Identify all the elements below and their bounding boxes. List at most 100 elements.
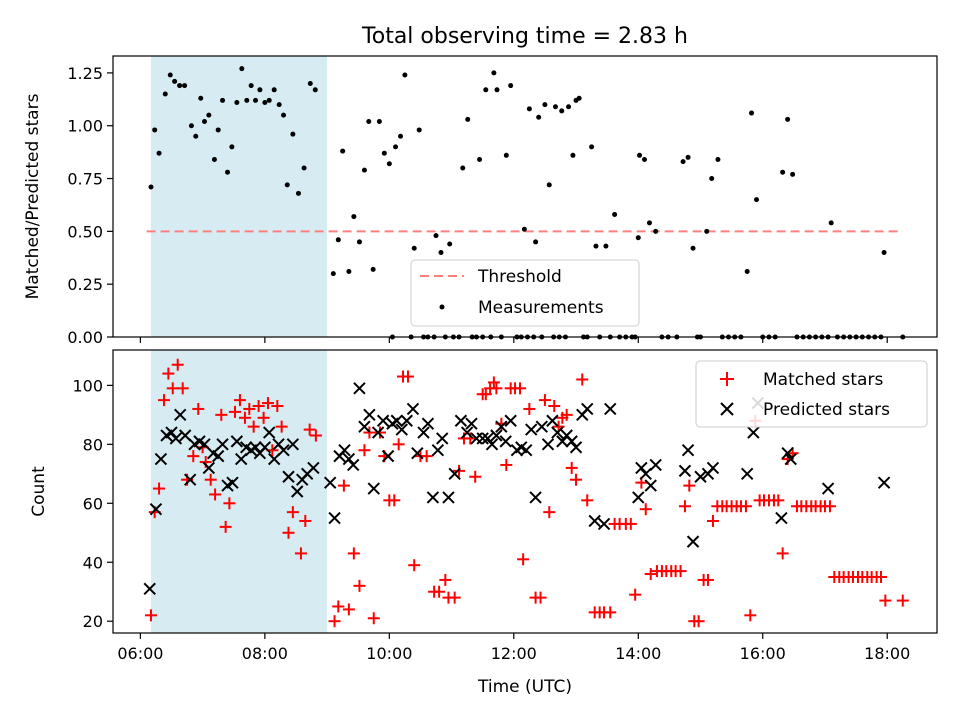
measurement-point: [653, 228, 659, 234]
legend-matched-label: Matched stars: [763, 370, 883, 390]
measurement-point: [215, 127, 221, 133]
measurement-point: [152, 127, 158, 133]
matched-star-point: [388, 494, 401, 507]
predicted-star-point: [307, 461, 320, 475]
legend-measurements-label: Measurements: [478, 298, 604, 318]
matched-star-point: [171, 358, 184, 371]
measurement-point: [559, 108, 565, 114]
matched-star-point: [570, 473, 583, 486]
measurement-point: [589, 144, 595, 150]
measurement-point: [416, 127, 422, 133]
measurement-point: [253, 97, 259, 103]
matched-star-point: [629, 588, 642, 601]
predicted-star-point: [436, 432, 449, 445]
ratio-y-axis-label: Matched/Predicted stars: [23, 93, 43, 299]
legend-predicted-label: Predicted stars: [763, 400, 890, 420]
x-tick-label: 18:00: [864, 644, 910, 663]
matched-star-point: [392, 438, 405, 451]
measurement-point: [201, 118, 207, 124]
matched-star-point: [347, 547, 360, 560]
predicted-star-point: [597, 517, 611, 531]
measurement-point: [465, 116, 471, 122]
measurement-point: [290, 131, 296, 137]
matched-star-point: [678, 500, 691, 513]
predicted-star-point: [569, 441, 583, 454]
ratio-panel: 0.00 0.25 0.50 0.75 1.00 1.25 Matched/Predict…: [23, 55, 938, 347]
predicted-star-point: [604, 402, 617, 416]
count-x-axis-ticks: 06:00 08:00 10:00 12:00 14:00 16:00 18:00: [117, 633, 910, 663]
measurement-point: [546, 182, 552, 188]
measurement-point: [393, 144, 399, 150]
measurement-point: [172, 78, 178, 84]
measurement-point: [276, 102, 282, 108]
measurement-point: [340, 148, 346, 154]
predicted-star-point: [291, 485, 304, 498]
predicted-star-point: [347, 458, 360, 472]
matched-star-point: [282, 526, 295, 539]
measurement-point: [526, 106, 532, 112]
matched-star-point: [162, 367, 175, 380]
measurement-point: [284, 182, 290, 188]
matched-star-point: [294, 547, 307, 560]
matched-stars-points: [144, 358, 909, 628]
ratio-y-axis-ticks: 0.00 0.25 0.50 0.75 1.00 1.25: [67, 64, 113, 347]
predicted-star-point: [681, 444, 695, 457]
measurement-point: [376, 118, 382, 124]
measurement-point: [361, 167, 367, 173]
predicted-star-point: [481, 432, 494, 445]
predicted-star-point: [286, 438, 300, 451]
y-tick-label: 60: [83, 494, 103, 513]
measurement-point: [381, 150, 387, 156]
matched-star-point: [144, 609, 157, 622]
matched-star-point: [439, 573, 452, 586]
predicted-star-point: [546, 414, 559, 427]
measurement-point: [603, 243, 609, 249]
measurement-point: [536, 114, 542, 120]
ratio-x-axis-ticks: [139, 337, 888, 343]
predicted-star-point: [551, 426, 564, 439]
matched-star-point: [408, 559, 421, 572]
matched-star-point: [500, 458, 513, 471]
matched-star-point: [706, 514, 719, 527]
predicted-star-point: [149, 502, 163, 516]
matched-star-point: [176, 382, 189, 395]
measurement-point: [566, 104, 572, 110]
predicted-star-point: [338, 444, 351, 457]
predicted-star-point: [367, 482, 380, 495]
predicted-star-point: [277, 444, 290, 457]
predicted-star-point: [406, 402, 420, 416]
measurement-point: [312, 87, 318, 93]
matched-star-point: [233, 394, 246, 407]
measurement-point: [881, 249, 887, 255]
predicted-star-point: [230, 435, 244, 448]
predicted-star-point: [465, 417, 478, 430]
legend-measurements-swatch: [439, 304, 445, 310]
measurement-point: [356, 239, 362, 245]
matched-star-point: [576, 373, 589, 386]
matched-star-point: [674, 565, 687, 578]
y-tick-label: 40: [83, 553, 103, 572]
predicted-star-point: [588, 514, 601, 528]
measurement-point: [680, 159, 686, 165]
count-y-axis-label: Count: [29, 466, 49, 517]
measurement-point: [370, 266, 376, 272]
predicted-star-point: [426, 491, 440, 504]
measurement-point: [295, 190, 301, 196]
measurement-point: [612, 211, 618, 217]
measurement-point: [351, 214, 357, 220]
ratio-panel-frame: [112, 55, 938, 338]
matched-star-point: [776, 547, 789, 560]
matched-star-point: [261, 397, 274, 410]
measurement-point: [248, 83, 254, 89]
predicted-star-point: [323, 476, 337, 489]
measurement-point: [483, 87, 489, 93]
predicted-star-point: [678, 464, 692, 478]
predicted-star-point: [143, 582, 156, 595]
measurement-point: [366, 118, 372, 124]
matched-star-point: [247, 420, 260, 433]
matched-star-point: [299, 514, 312, 527]
x-tick-label: 16:00: [740, 644, 786, 663]
predicted-star-point: [169, 432, 183, 445]
measurement-point: [749, 110, 755, 116]
